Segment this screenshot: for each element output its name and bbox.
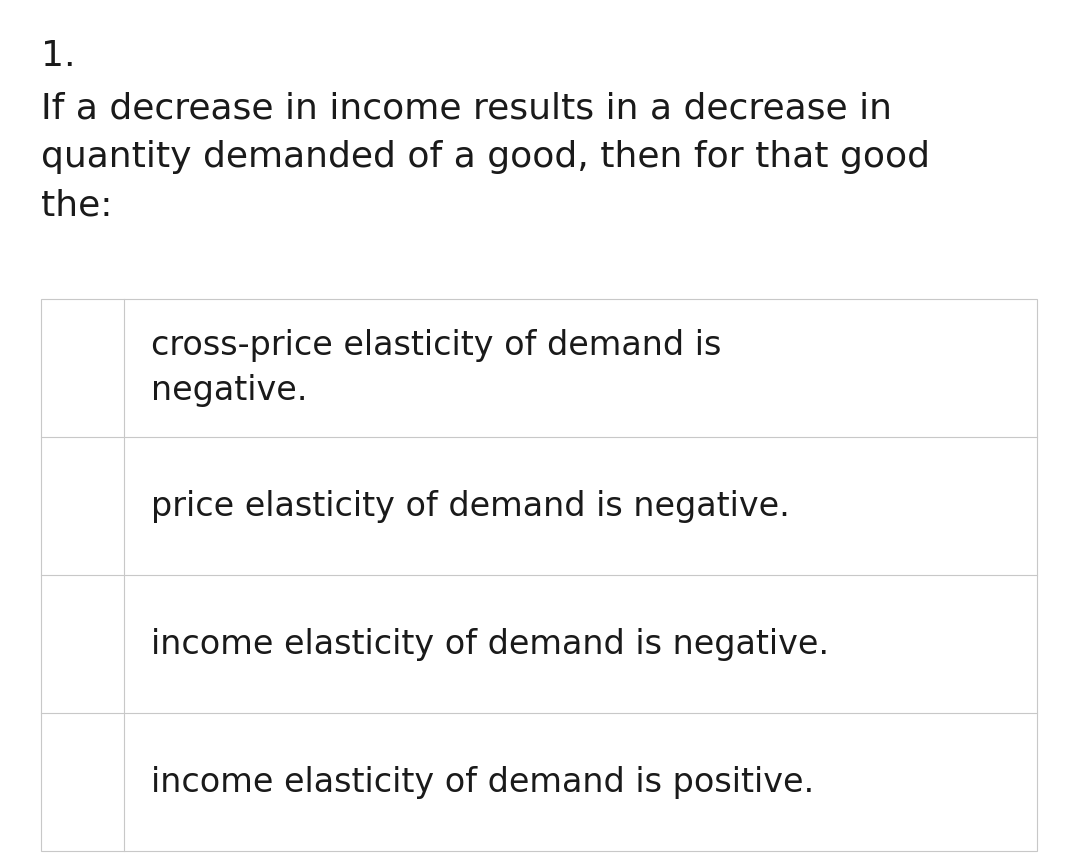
Text: cross-price elasticity of demand is
negative.: cross-price elasticity of demand is nega… bbox=[151, 329, 721, 407]
Text: income elasticity of demand is negative.: income elasticity of demand is negative. bbox=[151, 628, 829, 661]
Text: price elasticity of demand is negative.: price elasticity of demand is negative. bbox=[151, 490, 791, 523]
Bar bbox=[41, 299, 1037, 851]
Text: If a decrease in income results in a decrease in
quantity demanded of a good, th: If a decrease in income results in a dec… bbox=[41, 91, 930, 223]
Text: 1.: 1. bbox=[41, 39, 76, 73]
Text: income elasticity of demand is positive.: income elasticity of demand is positive. bbox=[151, 766, 814, 799]
